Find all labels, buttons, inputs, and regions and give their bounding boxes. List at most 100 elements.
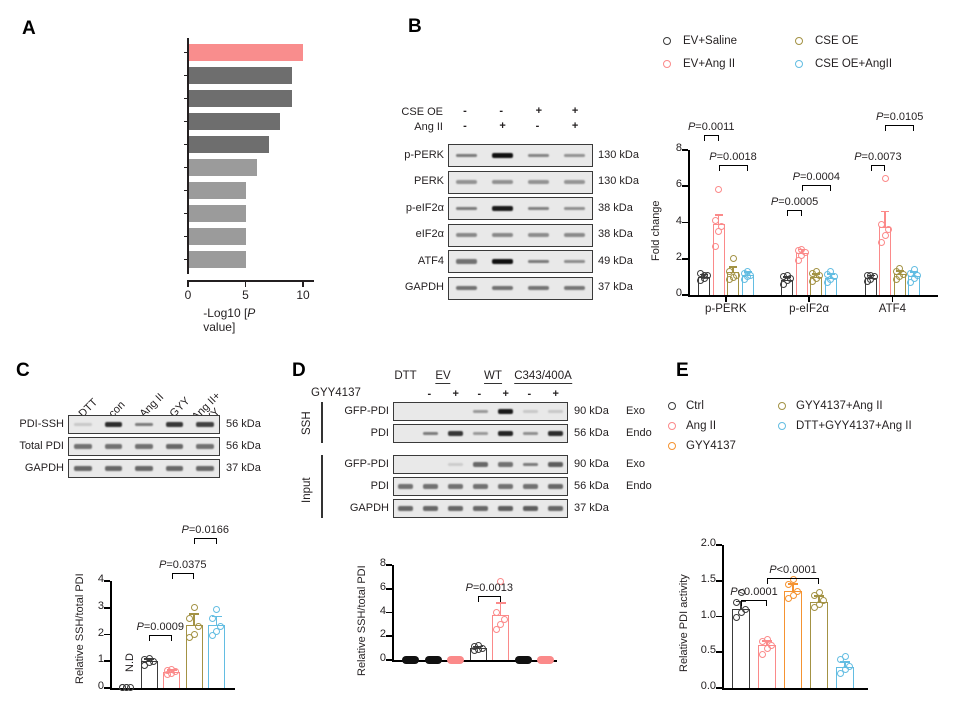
- y-tick-label-e-0: 0.0: [700, 680, 716, 692]
- band-b5-1: [491, 285, 513, 291]
- blot-row-label-b2: p-eIF2α: [405, 201, 444, 214]
- band-b0-2: [528, 153, 550, 158]
- cond-value-1-0: -: [463, 120, 467, 132]
- legend-marker-b-3: [795, 60, 803, 68]
- legend-label-e-2: Ang II: [686, 420, 717, 432]
- bar-7: [188, 205, 246, 222]
- blot-box-b0: [448, 144, 593, 167]
- bar-e-0: [732, 609, 750, 688]
- y-tick-label-e-1: 0.5: [700, 644, 716, 657]
- point-e-3-1: [815, 600, 823, 608]
- bar-c-4: [208, 625, 225, 688]
- y-tick-c-1: [104, 660, 110, 663]
- band-b0-1: [491, 152, 513, 159]
- bar-d-6: [537, 656, 554, 664]
- point-b-2-3-2: [914, 272, 922, 280]
- blot-kda-d10: 90 kDa: [574, 457, 609, 470]
- y-axis-e: [722, 545, 724, 690]
- panel-letter-b: B: [408, 16, 422, 37]
- x-tick-b-0: [724, 297, 727, 302]
- errbar-e-4: [844, 660, 846, 667]
- band-d00-4: [498, 408, 513, 415]
- blot-row-label-b5: GAPDH: [404, 281, 444, 293]
- nd-label-c: N.D: [124, 653, 136, 672]
- blot-side-d01: Endo: [626, 426, 652, 439]
- blot-kda-c0: 56 kDa: [226, 417, 261, 430]
- x-axis-c: [110, 688, 235, 690]
- y-tick-label-b-0: 0: [675, 287, 682, 299]
- x-cat-b-1: p-eIF2α: [789, 303, 830, 315]
- sig-bracket-e-0: [741, 600, 767, 606]
- y-tick-label-d-2: 4: [379, 604, 386, 617]
- blot-box-b4: [448, 250, 593, 273]
- blot-side-d00: Exo: [626, 404, 645, 417]
- point-b-1-2-2: [816, 272, 824, 280]
- errcap-b-0-2: [729, 266, 737, 268]
- y-tick-label-c-3: 3: [97, 599, 104, 612]
- group-name-d-0: SSH: [301, 410, 313, 435]
- panel-letter-a: A: [22, 18, 36, 39]
- band-d01-6: [548, 431, 563, 436]
- blot-group-label-d-3: C343/400A: [514, 370, 572, 384]
- x-tick-b-1: [808, 297, 810, 302]
- point-c-4-2: [217, 622, 225, 630]
- band-b5-2: [528, 285, 550, 291]
- band-c2-2: [135, 466, 153, 471]
- y-tick-label-b-2: 4: [675, 214, 682, 227]
- point-b-0-2-3: [726, 267, 734, 275]
- point-e-3-4: [815, 589, 823, 597]
- point-e-1-4: [763, 635, 771, 643]
- point-e-0-4: [737, 589, 745, 597]
- band-c0-1: [104, 422, 123, 427]
- blot-side-d10: Exo: [626, 457, 645, 470]
- point-b-2-1-1: [881, 231, 889, 239]
- blot-kda-d00: 90 kDa: [574, 404, 609, 417]
- y-tick-label-c-1: 1: [97, 653, 104, 666]
- band-b3-0: [455, 233, 477, 237]
- y-tick-e-0: [716, 687, 722, 689]
- point-e-0-0: [733, 614, 741, 622]
- sig-bracket-b-1-label: P=0.0018: [709, 151, 757, 163]
- point-b-1-2-4: [812, 267, 820, 275]
- point-d-4-3: [493, 609, 500, 616]
- y-tick-label-c-2: 2: [97, 626, 104, 639]
- bar-tick-4: [184, 143, 188, 146]
- point-e-2-2: [793, 587, 801, 595]
- blot-row-label-d00: GFP-PDI: [344, 404, 389, 417]
- legend-label-e-4: GYY4137: [686, 440, 736, 452]
- point-b-1-0-4: [783, 271, 791, 279]
- y-tick-d-0: [386, 659, 392, 661]
- band-d11-1: [423, 484, 438, 489]
- panel-a: Protein process inendoplasmic reticulumP…: [0, 0, 330, 345]
- errbar-b-2-1: [884, 210, 887, 228]
- point-b-0-2-2: [732, 271, 740, 279]
- band-b0-3: [564, 153, 586, 158]
- point-d-4-1: [497, 620, 504, 628]
- sig-bracket-b-3-label: P=0.0004: [792, 171, 841, 183]
- sig-bracket-b-2: [787, 210, 802, 216]
- band-b2-0: [455, 206, 477, 211]
- point-c-3-2: [194, 622, 202, 630]
- band-d11-2: [448, 484, 463, 489]
- sig-bracket-e-1-label: P<0.0001: [769, 564, 817, 576]
- band-c2-0: [74, 466, 92, 471]
- cond-value-0-3: +: [571, 105, 579, 117]
- bar-tick-7: [184, 212, 188, 215]
- point-b-2-1-0: [878, 238, 886, 246]
- sig-bracket-b-1: [718, 165, 748, 171]
- sig-bracket-c-2-label: P=0.0166: [181, 524, 229, 536]
- y-tick-b-3: [682, 185, 688, 188]
- point-e-2-4: [789, 575, 797, 583]
- sig-bracket-b-4: [870, 165, 886, 171]
- x-tick-label-1: 5: [242, 288, 249, 302]
- errbar-c-3: [193, 613, 195, 626]
- legend-marker-e-1: [778, 402, 786, 410]
- sig-bracket-c-1: [171, 573, 194, 579]
- band-d11-4: [498, 484, 513, 489]
- blot-box-b1: [448, 170, 593, 194]
- blot-group-label-d-1: EV: [435, 370, 451, 384]
- point-b-2-1-3: [878, 220, 886, 228]
- bar-6: [188, 182, 246, 199]
- band-b1-2: [528, 180, 550, 184]
